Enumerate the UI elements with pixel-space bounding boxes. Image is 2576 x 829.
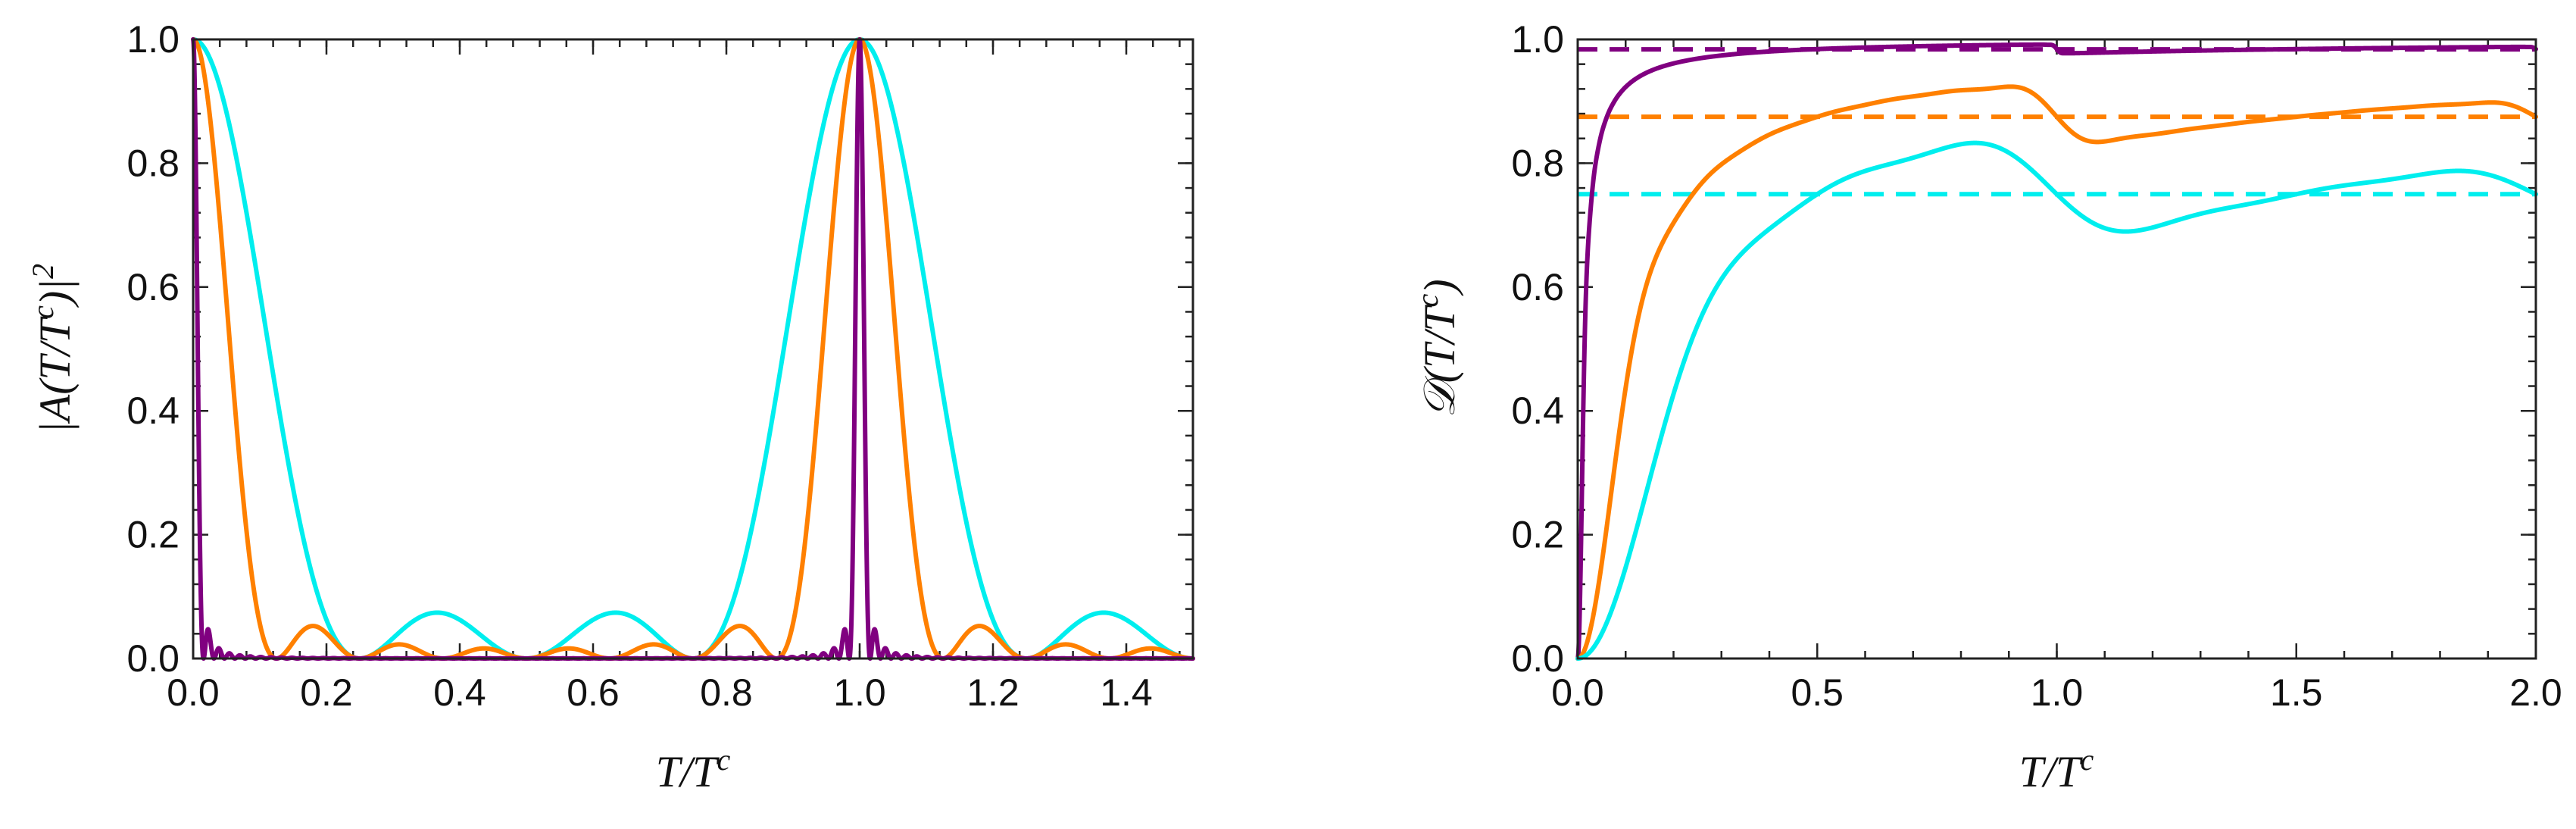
x-tick-label: 0.8	[700, 671, 753, 714]
x-tick-label: 1.4	[1100, 671, 1153, 714]
x-tick-label: 0.0	[167, 671, 220, 714]
right-series-orange	[1575, 84, 2538, 661]
y-tick-label: 0.8	[1511, 142, 1564, 184]
right-series-group	[1575, 42, 2538, 661]
right-x-axis-label: T/Tc	[2019, 743, 2094, 796]
left-tick-labels: 0.0 0.2 0.4 0.6 0.8 1.0 1.2 1.4 0.0 0.2 0.4 0.6 0.8 1…	[126, 18, 1152, 714]
right-axis-ticks	[1576, 38, 2537, 660]
x-tick-label: 0.4	[433, 671, 486, 714]
x-tick-label: 0.2	[300, 671, 353, 714]
x-tick-label: 1.5	[2270, 671, 2323, 714]
left-series-purple	[191, 37, 1195, 661]
x-tick-label: 1.0	[2031, 671, 2084, 714]
right-y-axis-label: 𝒟(T/Tc)	[1410, 279, 1464, 418]
x-tick-label: 0.5	[1791, 671, 1844, 714]
right-series-cyan	[1575, 140, 2538, 661]
y-tick-label: 0.0	[126, 637, 180, 680]
x-tick-label: 0.0	[1551, 671, 1604, 714]
left-panel: 0.0 0.2 0.4 0.6 0.8 1.0 1.2 1.4 0.0 0.2 0.4 0.6 0.8 1…	[26, 18, 1195, 796]
y-tick-label: 0.2	[126, 514, 180, 556]
left-series-group	[191, 37, 1195, 661]
left-series-orange	[191, 37, 1195, 661]
left-y-axis-label: |A(T/Tc)|2	[26, 264, 80, 433]
left-series-cyan	[191, 37, 1195, 661]
y-tick-label: 1.0	[1511, 18, 1564, 61]
right-series-purple	[1575, 42, 2538, 661]
left-axis-ticks	[192, 38, 1193, 660]
left-plot-frame	[192, 38, 1194, 660]
right-tick-labels: 0.0 0.5 1.0 1.5 2.0 0.0 0.2 0.4 0.6 0.8 1.0	[1511, 18, 2562, 714]
x-tick-label: 1.2	[966, 671, 1019, 714]
y-tick-label: 0.4	[1511, 389, 1564, 432]
y-tick-label: 0.8	[126, 142, 180, 184]
right-panel: 0.0 0.5 1.0 1.5 2.0 0.0 0.2 0.4 0.6 0.8 1.0 T/Tc 𝒟…	[1410, 18, 2562, 796]
y-tick-label: 0.0	[1511, 637, 1564, 680]
y-tick-label: 0.6	[1511, 266, 1564, 308]
x-tick-label: 2.0	[2509, 671, 2562, 714]
left-x-axis-label: T/Tc	[656, 743, 731, 796]
y-tick-label: 0.6	[126, 266, 180, 308]
y-tick-label: 0.4	[126, 389, 180, 432]
x-tick-label: 1.0	[833, 671, 886, 714]
x-tick-label: 0.6	[567, 671, 620, 714]
y-tick-label: 1.0	[126, 18, 180, 61]
y-tick-label: 0.2	[1511, 514, 1564, 556]
right-plot-frame	[1576, 38, 2537, 660]
